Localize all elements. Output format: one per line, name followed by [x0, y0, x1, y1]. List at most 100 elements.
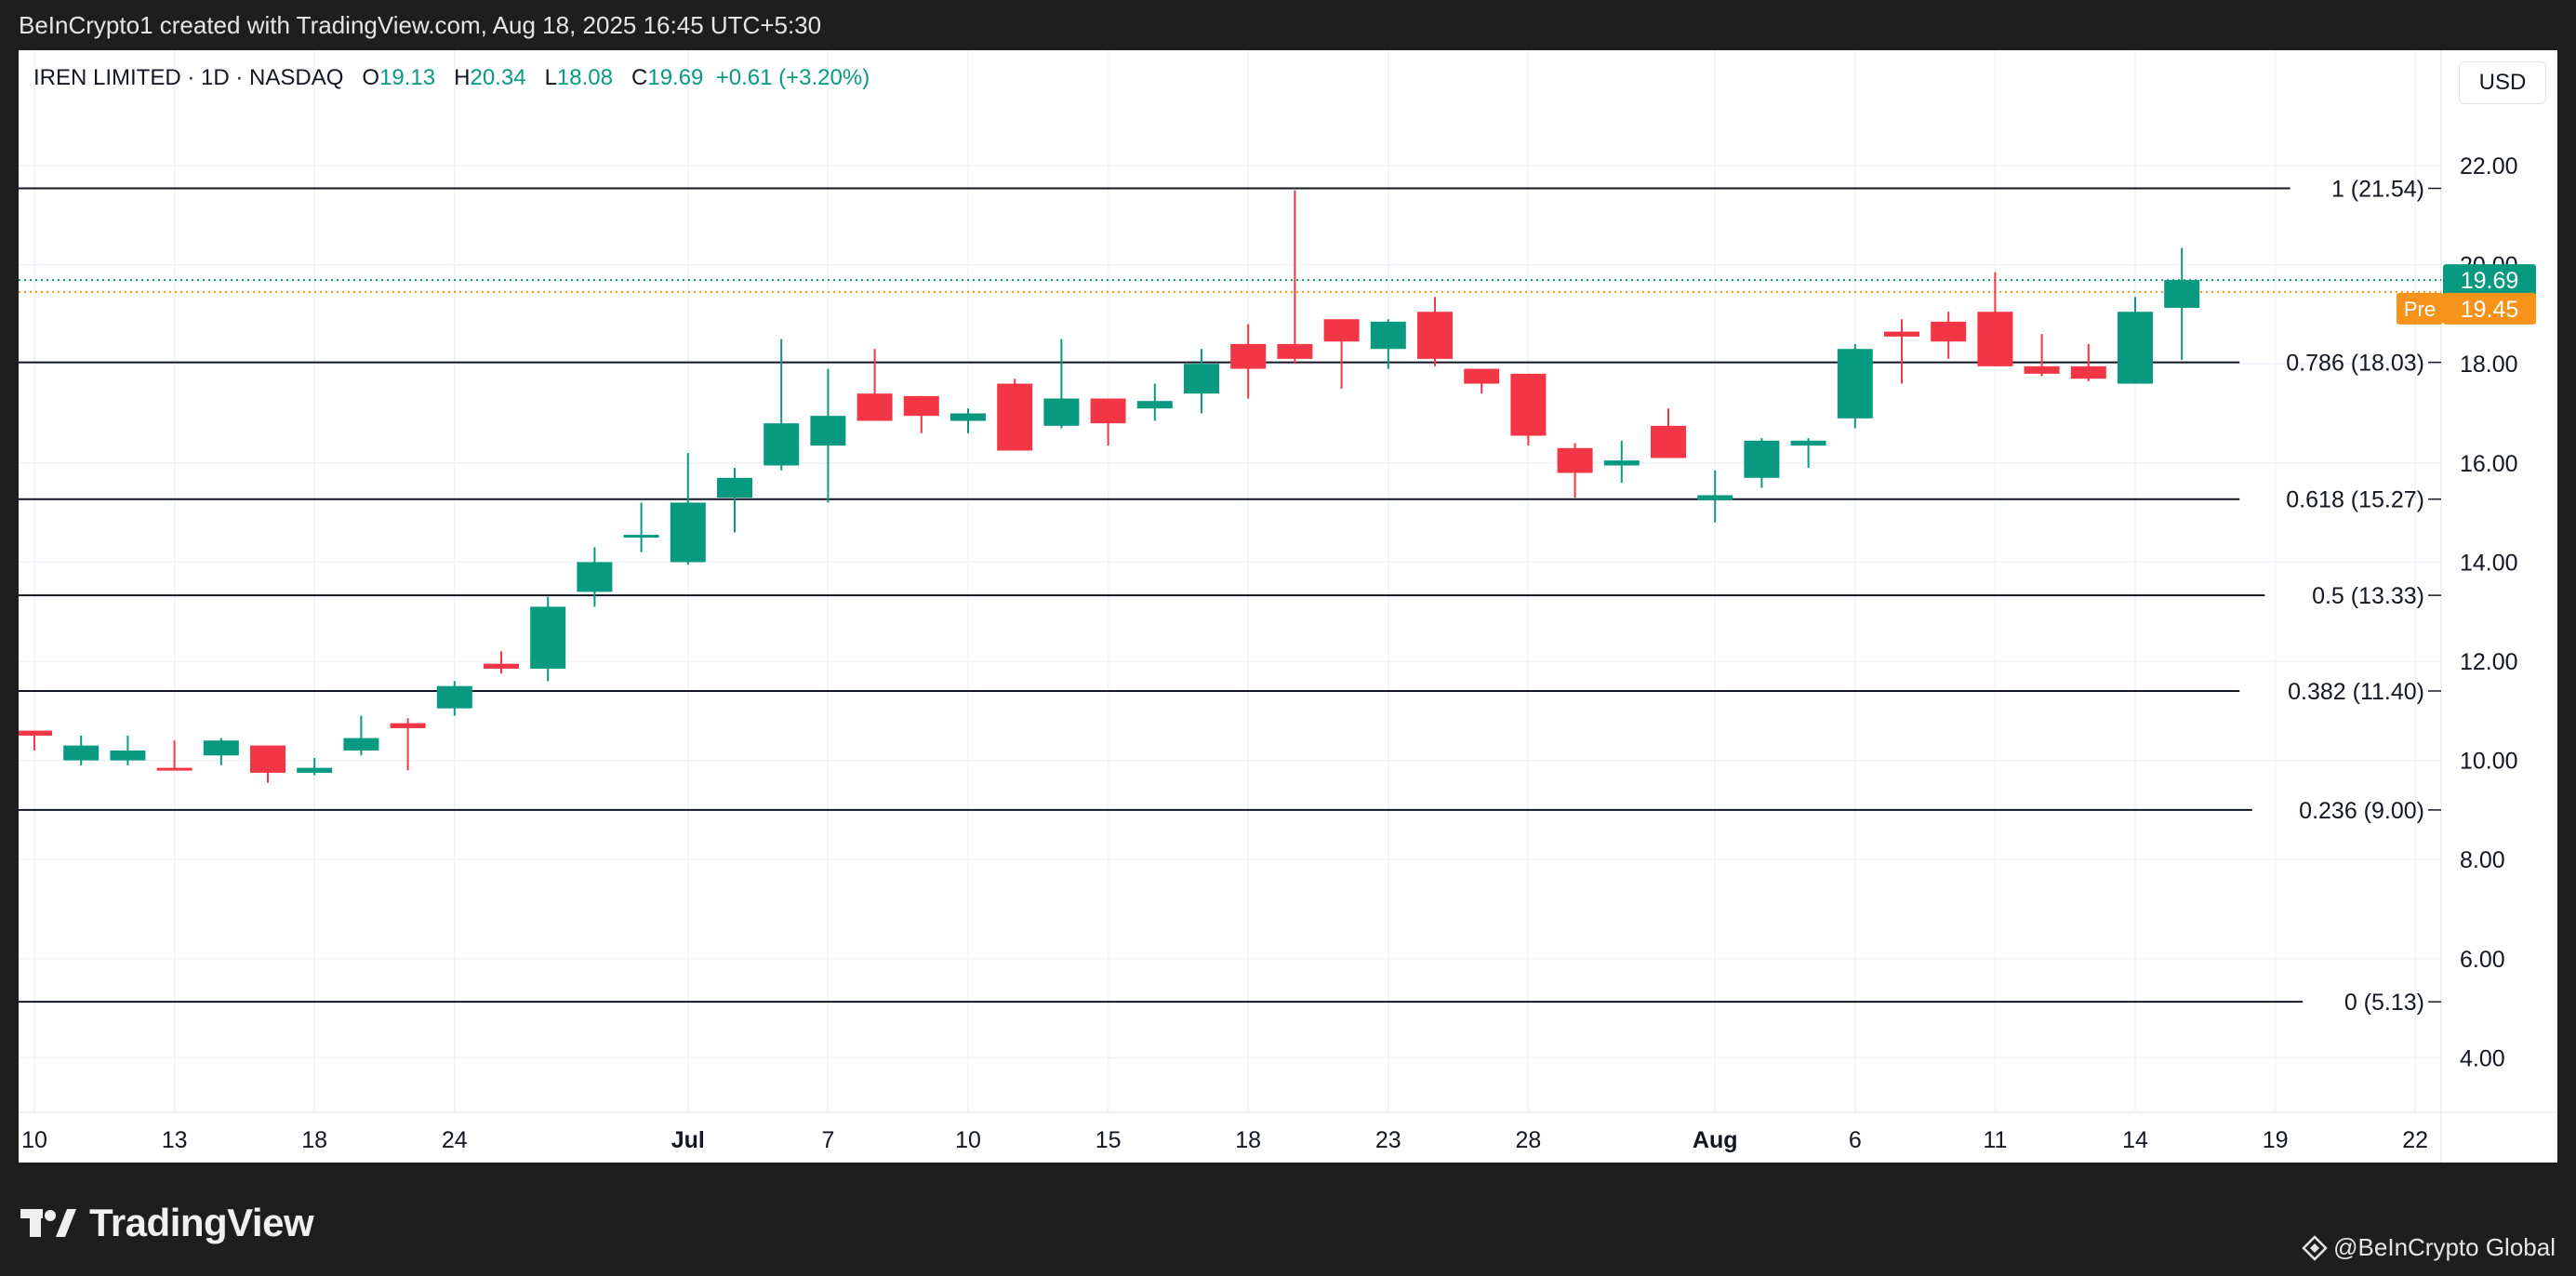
symbol-label[interactable]: IREN LIMITED · 1D · NASDAQ — [33, 65, 344, 90]
candle[interactable] — [1464, 368, 1500, 394]
candle-body[interactable] — [997, 383, 1033, 451]
candle[interactable] — [436, 681, 472, 716]
candle-body[interactable] — [1790, 440, 1826, 446]
candle-body[interactable] — [1090, 398, 1126, 424]
candle[interactable] — [19, 730, 52, 751]
candle-body[interactable] — [343, 738, 379, 751]
candle[interactable] — [1370, 319, 1406, 369]
candle[interactable] — [2070, 343, 2106, 381]
candle[interactable] — [1417, 297, 1453, 366]
candle[interactable] — [63, 735, 100, 765]
candle[interactable] — [203, 738, 239, 765]
candle-body[interactable] — [390, 723, 426, 728]
tradingview-logo[interactable]: TradingView — [20, 1200, 314, 1246]
candle[interactable] — [1697, 470, 1733, 523]
candle[interactable] — [2024, 334, 2060, 377]
candle-body[interactable] — [1417, 312, 1453, 359]
candle[interactable] — [997, 379, 1033, 451]
candle-body[interactable] — [297, 767, 333, 773]
candle-body[interactable] — [1837, 349, 1873, 419]
candle-body[interactable] — [1603, 460, 1640, 466]
candle[interactable] — [1790, 438, 1826, 469]
candle[interactable] — [156, 740, 193, 771]
candle[interactable] — [530, 596, 566, 682]
candle-body[interactable] — [484, 663, 519, 669]
candle[interactable] — [856, 349, 893, 421]
candle[interactable] — [2118, 297, 2153, 384]
candle[interactable] — [1230, 324, 1267, 399]
candle-body[interactable] — [856, 393, 893, 421]
candle[interactable] — [1603, 440, 1640, 484]
currency-button[interactable]: USD — [2459, 61, 2546, 104]
candle-body[interactable] — [110, 750, 146, 761]
candle-body[interactable] — [2024, 366, 2060, 374]
candle-body[interactable] — [2118, 312, 2153, 384]
candle-body[interactable] — [203, 740, 239, 756]
candle[interactable] — [110, 735, 146, 765]
candle-body[interactable] — [1464, 368, 1500, 384]
candle-body[interactable] — [1136, 401, 1173, 409]
candle-body[interactable] — [63, 745, 100, 761]
candle[interactable] — [1090, 398, 1126, 446]
candle-body[interactable] — [903, 395, 939, 417]
candle[interactable] — [484, 651, 519, 674]
candle-body[interactable] — [19, 730, 52, 736]
candle-body[interactable] — [1043, 398, 1080, 426]
candle-body[interactable] — [1510, 373, 1547, 436]
candle[interactable] — [1136, 383, 1173, 421]
candlestick-chart[interactable]: 1 (21.54) 0.786 (18.03) 0.618 (15.27) 0.5 (… — [19, 50, 2557, 1163]
candle-body[interactable] — [436, 685, 472, 709]
candle[interactable] — [1884, 319, 1919, 384]
candle-body[interactable] — [577, 562, 613, 592]
candle[interactable] — [717, 468, 752, 533]
candle[interactable] — [764, 339, 800, 471]
candle[interactable] — [1557, 443, 1593, 498]
candle-body[interactable] — [1557, 447, 1593, 473]
candle-body[interactable] — [950, 413, 986, 421]
candle-body[interactable] — [1697, 495, 1733, 500]
candle[interactable] — [577, 547, 613, 607]
candle-body[interactable] — [764, 423, 800, 466]
candles[interactable] — [19, 190, 2200, 783]
chart-panel[interactable]: 1 (21.54) 0.786 (18.03) 0.618 (15.27) 0.5 (… — [19, 50, 2557, 1163]
candle[interactable] — [623, 502, 659, 552]
candle-body[interactable] — [1884, 331, 1919, 337]
candle[interactable] — [810, 368, 846, 503]
candle[interactable] — [250, 745, 285, 783]
candle[interactable] — [1323, 319, 1360, 389]
candle[interactable] — [1277, 190, 1313, 365]
candle-body[interactable] — [2070, 366, 2106, 379]
candle[interactable] — [1651, 408, 1686, 459]
candle-body[interactable] — [1651, 425, 1686, 459]
candle-body[interactable] — [1230, 343, 1267, 369]
candle[interactable] — [903, 395, 939, 433]
candle-body[interactable] — [810, 416, 846, 446]
candle[interactable] — [670, 453, 706, 565]
candle-body[interactable] — [670, 502, 706, 563]
candle[interactable] — [1184, 349, 1219, 414]
candle-body[interactable] — [623, 535, 659, 538]
candle-body[interactable] — [1184, 364, 1219, 394]
x-axis[interactable]: 10 13 18 24 Jul 7 10 15 18 23 28 Aug 6 11 14 19 22 — [21, 1127, 2428, 1153]
candle-body[interactable] — [1977, 312, 2013, 366]
candle-body[interactable] — [530, 606, 566, 669]
candle-body[interactable] — [717, 477, 752, 498]
candle[interactable] — [390, 718, 426, 771]
candle-body[interactable] — [250, 745, 285, 773]
candle[interactable] — [297, 757, 333, 776]
candle[interactable] — [1977, 272, 2013, 366]
candle[interactable] — [950, 408, 986, 433]
candle-body[interactable] — [156, 767, 193, 771]
candle[interactable] — [343, 715, 379, 756]
candle[interactable] — [1837, 343, 1873, 429]
candle-body[interactable] — [1323, 319, 1360, 342]
candle-body[interactable] — [1277, 343, 1313, 359]
candle-body[interactable] — [2164, 280, 2200, 308]
candle-body[interactable] — [1931, 321, 1967, 342]
candle[interactable] — [1510, 373, 1547, 446]
candle[interactable] — [1744, 438, 1780, 488]
candle[interactable] — [2164, 247, 2200, 360]
candle[interactable] — [1043, 339, 1080, 429]
candle-body[interactable] — [1744, 440, 1780, 478]
candle-body[interactable] — [1370, 321, 1406, 350]
